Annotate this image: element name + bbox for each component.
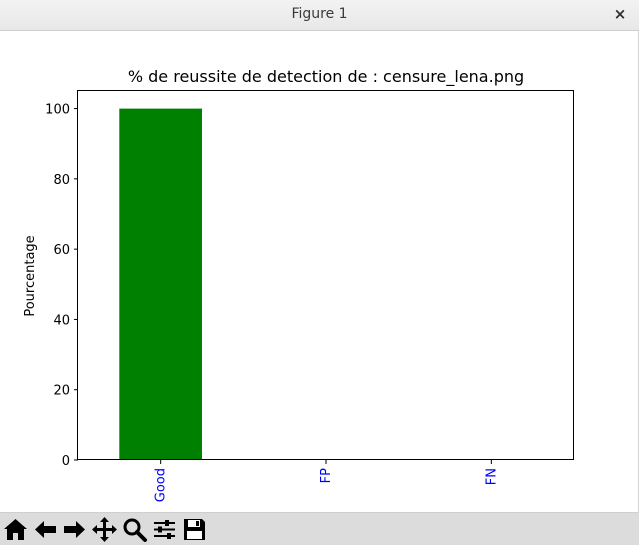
x-tick-label: FN <box>484 468 499 485</box>
bar-good <box>119 108 202 460</box>
arrow-left-icon <box>35 521 56 538</box>
x-ticks-group: Good FP FN <box>154 460 499 502</box>
y-tick-label: 20 <box>53 384 70 399</box>
x-tick-label: Good <box>154 468 169 502</box>
navigation-toolbar <box>0 512 639 545</box>
y-tick-label: 40 <box>53 313 70 328</box>
y-tick-label: 80 <box>53 173 70 188</box>
home-button[interactable] <box>2 516 29 543</box>
plot-frame <box>77 90 574 460</box>
window-title: Figure 1 <box>291 6 348 22</box>
forward-button[interactable] <box>61 516 88 543</box>
magnifier-icon <box>123 518 147 542</box>
y-axis-label: Pourcentage <box>23 235 38 316</box>
back-button[interactable] <box>32 516 59 543</box>
y-tick-label: 100 <box>45 103 70 118</box>
configure-subplots-button[interactable] <box>151 516 178 543</box>
home-icon <box>4 519 27 540</box>
sliders-icon <box>154 520 175 539</box>
figure-canvas[interactable]: % de reussite de detection de : censure_… <box>0 31 638 512</box>
chart-title: % de reussite de detection de : censure_… <box>128 67 524 87</box>
arrow-right-icon <box>64 521 85 538</box>
zoom-button[interactable] <box>121 516 148 543</box>
y-ticks-group: 0 20 40 60 80 100 <box>45 103 78 469</box>
y-tick-label: 60 <box>53 243 70 258</box>
x-tick-label: FP <box>319 468 334 483</box>
y-tick-label: 0 <box>62 454 70 469</box>
title-bar[interactable]: Figure 1 × <box>0 0 639 31</box>
pan-button[interactable] <box>91 516 118 543</box>
save-button[interactable] <box>181 516 208 543</box>
move-icon <box>92 517 117 542</box>
bars-group <box>119 108 202 460</box>
close-button[interactable]: × <box>613 5 627 23</box>
floppy-disk-icon <box>184 519 205 540</box>
bar-chart: % de reussite de detection de : censure_… <box>23 67 574 502</box>
